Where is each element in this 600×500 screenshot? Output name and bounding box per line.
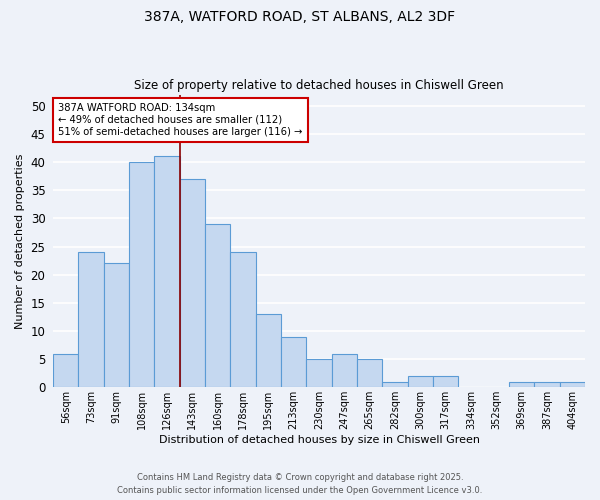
X-axis label: Distribution of detached houses by size in Chiswell Green: Distribution of detached houses by size … xyxy=(158,435,479,445)
Text: 387A WATFORD ROAD: 134sqm
← 49% of detached houses are smaller (112)
51% of semi: 387A WATFORD ROAD: 134sqm ← 49% of detac… xyxy=(58,104,303,136)
Bar xyxy=(281,336,307,388)
Text: 387A, WATFORD ROAD, ST ALBANS, AL2 3DF: 387A, WATFORD ROAD, ST ALBANS, AL2 3DF xyxy=(145,10,455,24)
Bar xyxy=(104,264,129,388)
Bar xyxy=(433,376,458,388)
Bar xyxy=(230,252,256,388)
Bar xyxy=(256,314,281,388)
Bar xyxy=(357,359,382,388)
Bar xyxy=(205,224,230,388)
Text: Contains HM Land Registry data © Crown copyright and database right 2025.
Contai: Contains HM Land Registry data © Crown c… xyxy=(118,474,482,495)
Bar xyxy=(382,382,407,388)
Bar xyxy=(407,376,433,388)
Bar xyxy=(79,252,104,388)
Bar xyxy=(53,354,79,388)
Bar xyxy=(535,382,560,388)
Bar xyxy=(129,162,154,388)
Bar xyxy=(332,354,357,388)
Bar xyxy=(560,382,585,388)
Bar xyxy=(509,382,535,388)
Bar xyxy=(180,179,205,388)
Title: Size of property relative to detached houses in Chiswell Green: Size of property relative to detached ho… xyxy=(134,79,504,92)
Y-axis label: Number of detached properties: Number of detached properties xyxy=(15,153,25,328)
Bar xyxy=(154,156,180,388)
Bar xyxy=(307,359,332,388)
